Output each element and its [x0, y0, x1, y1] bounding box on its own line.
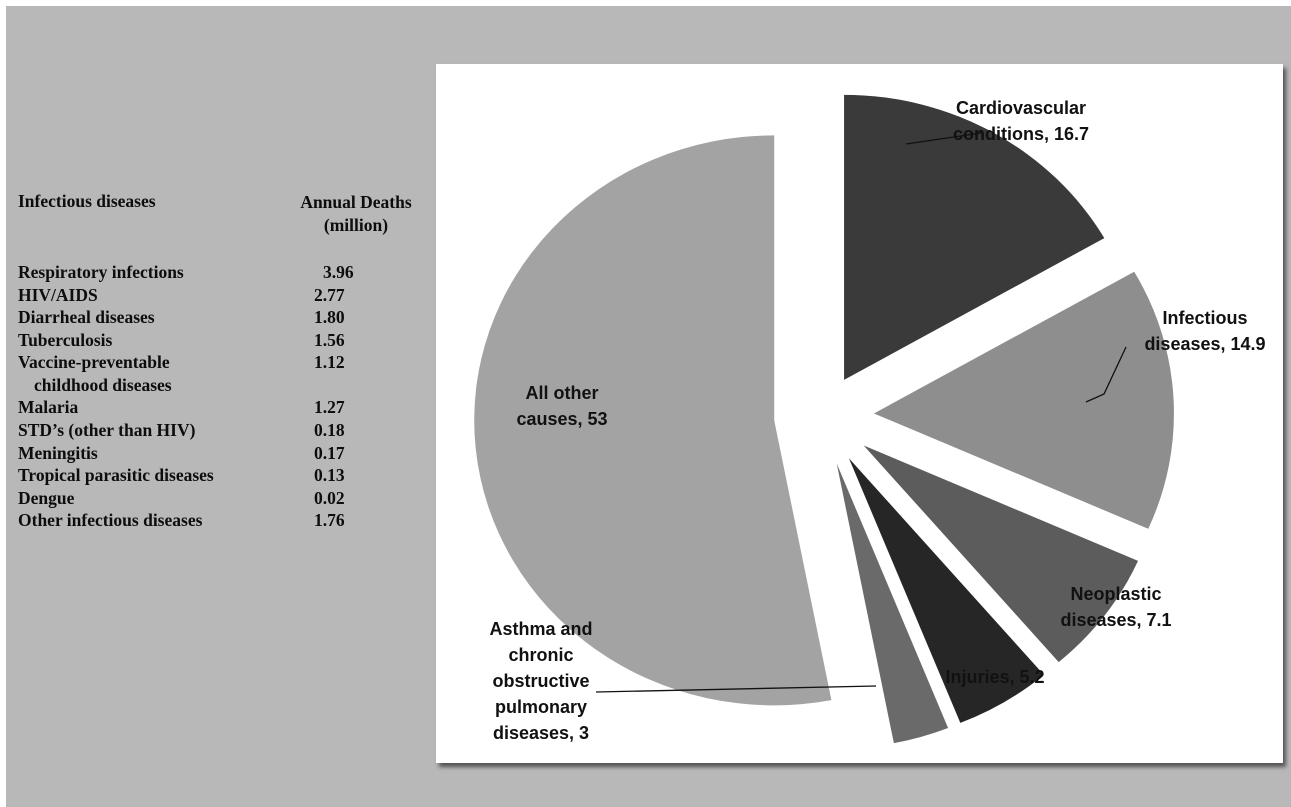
- pie-chart: Cardiovascular conditions, 16.7 Infectious…: [474, 94, 1266, 744]
- pie-slice: [844, 94, 1105, 380]
- row-deaths: 1.80: [314, 307, 345, 328]
- pie-slice-label: Neoplastic diseases, 7.1: [1060, 584, 1171, 630]
- pie-slice-label-line: conditions, 16.7: [953, 124, 1089, 144]
- header-annual-deaths: Annual Deaths (million): [287, 191, 425, 237]
- pie-slice-label: Asthma and chronic obstructive pulmonary dis…: [489, 619, 592, 743]
- row-disease: Malaria: [18, 397, 79, 418]
- row-deaths: 0.13: [314, 465, 345, 486]
- pie-slice: [873, 271, 1174, 529]
- pie-slice-label-line: causes, 53: [516, 409, 607, 429]
- table-row: Malaria 1.27: [18, 396, 428, 419]
- infectious-diseases-table: Infectious diseases Annual Deaths (milli…: [18, 191, 428, 532]
- label-leader-line: [595, 685, 877, 693]
- table-row: Tuberculosis 1.56: [18, 329, 428, 352]
- table-row: Vaccine-preventable childhood diseases 1…: [18, 351, 428, 396]
- pie-slice: [848, 458, 1044, 723]
- row-deaths: 1.12: [314, 352, 345, 373]
- row-disease: STD’s (other than HIV): [18, 419, 196, 440]
- row-deaths: 3.96: [323, 262, 354, 282]
- chart-panel: Cardiovascular conditions, 16.7 Infectious…: [436, 64, 1283, 763]
- table-row: Meningitis 0.17: [18, 442, 428, 465]
- row-disease: Other infectious diseases: [18, 510, 203, 531]
- pie-slice: [836, 463, 949, 744]
- pie-slice-label-line: Infectious: [1162, 308, 1247, 328]
- row-disease: Dengue: [18, 487, 75, 508]
- pie-slice-label-line: diseases, 7.1: [1060, 610, 1171, 630]
- table-row: HIV/AIDS 2.77: [18, 284, 428, 307]
- pie-slice-label-line: pulmonary: [495, 697, 587, 717]
- pie-slice-label-line: Cardiovascular: [956, 98, 1086, 118]
- slide-background: Infectious diseases Annual Deaths (milli…: [6, 6, 1291, 807]
- row-deaths: 1.27: [314, 397, 345, 418]
- row-disease-line1: Vaccine-preventable: [18, 352, 170, 373]
- table-row: Dengue 0.02: [18, 487, 428, 510]
- pie-slice-label-line: chronic: [508, 645, 573, 665]
- row-disease: Respiratory infections: [18, 262, 184, 282]
- row-disease-line2: childhood diseases: [34, 374, 172, 395]
- pie-slice-label-line: Neoplastic: [1070, 584, 1161, 604]
- pie-slice-label-line: diseases, 14.9: [1144, 334, 1265, 354]
- header-annual-deaths-unit: (million): [323, 215, 389, 235]
- pie-slice-label-line: Asthma and: [489, 619, 592, 639]
- pie-slice-label: Injuries, 5.2: [945, 667, 1044, 687]
- pie-slice-label: Infectious diseases, 14.9: [1144, 308, 1265, 354]
- row-disease: HIV/AIDS: [18, 284, 98, 305]
- row-deaths: 2.77: [314, 284, 345, 305]
- row-disease: Vaccine-preventable childhood diseases: [18, 351, 280, 396]
- row-deaths: 0.17: [314, 442, 345, 463]
- pie-slice-label-line: obstructive: [492, 671, 589, 691]
- table-row: Other infectious diseases 1.76: [18, 509, 428, 532]
- row-disease: Meningitis: [18, 442, 98, 463]
- row-deaths: 1.76: [314, 510, 345, 531]
- header-infectious-diseases: Infectious diseases: [18, 191, 156, 211]
- row-deaths: 0.02: [314, 487, 345, 508]
- table-header: Infectious diseases Annual Deaths (milli…: [18, 191, 428, 261]
- pie-slice: [863, 445, 1139, 663]
- row-deaths: 1.56: [314, 329, 345, 350]
- pie-slice-label: All other causes, 53: [516, 383, 607, 429]
- row-deaths: 0.18: [314, 419, 345, 440]
- row-disease: Tropical parasitic diseases: [18, 465, 214, 486]
- pie-slice-label-line: diseases, 3: [493, 723, 589, 743]
- row-disease: Tuberculosis: [18, 329, 113, 350]
- label-leader-line: [1085, 346, 1127, 403]
- table-row: STD’s (other than HIV) 0.18: [18, 419, 428, 442]
- header-annual-deaths-line1: Annual Deaths: [300, 192, 412, 212]
- table-row: Diarrheal diseases 1.80: [18, 306, 428, 329]
- pie-slice-label: Cardiovascular conditions, 16.7: [953, 98, 1089, 144]
- row-disease: Diarrheal diseases: [18, 307, 155, 328]
- label-leader-line: [905, 132, 982, 145]
- table-row: Respiratory infections 3.96: [18, 261, 428, 284]
- pie-slice-label-line: Injuries, 5.2: [945, 667, 1044, 687]
- table-row: Tropical parasitic diseases 0.13: [18, 464, 428, 487]
- pie-slice: [474, 135, 832, 706]
- pie-slice-label-line: All other: [525, 383, 598, 403]
